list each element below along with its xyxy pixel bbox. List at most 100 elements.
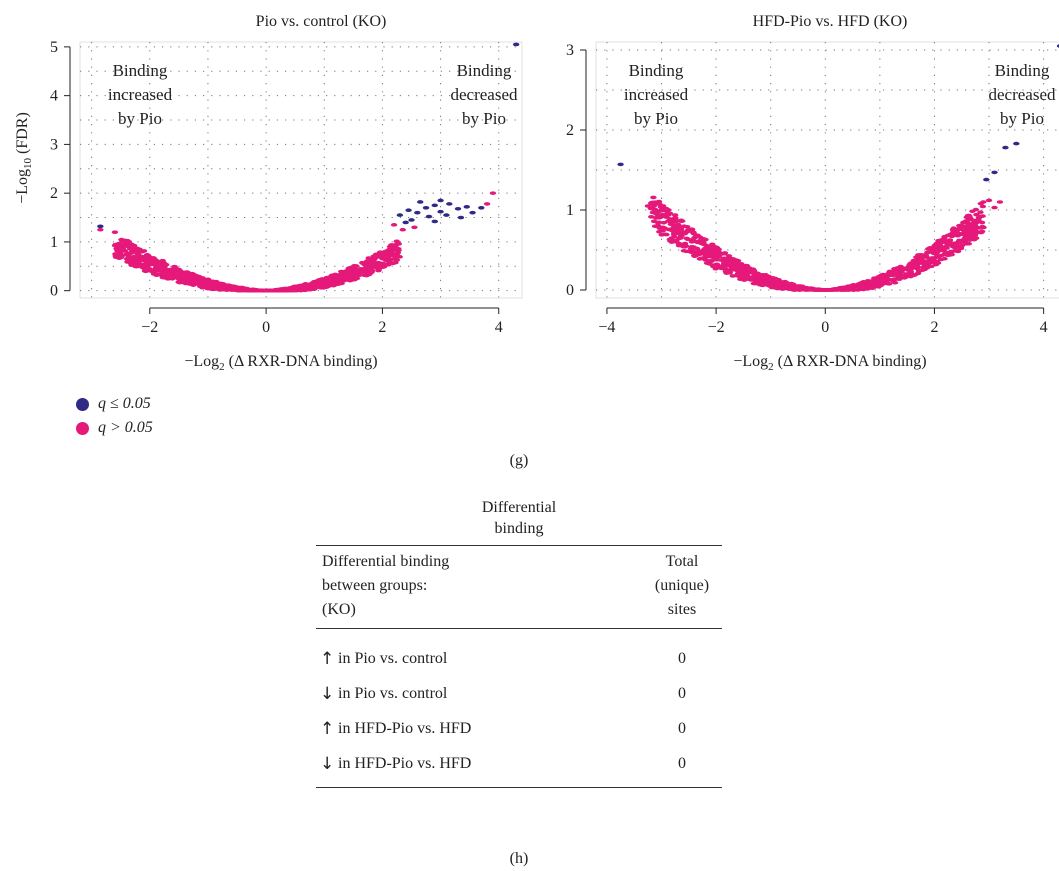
point-q-le-005 [97, 224, 104, 229]
point-q-gt-005 [282, 286, 290, 291]
row-label: in Pio vs. control [338, 649, 448, 667]
y-tick-label: 0 [50, 283, 58, 300]
point-q-gt-005 [173, 275, 180, 280]
point-q-le-005 [425, 214, 433, 219]
point-q-gt-005 [388, 250, 395, 254]
point-q-gt-005 [97, 227, 104, 232]
point-q-gt-005 [262, 288, 270, 293]
grid [595, 41, 1059, 299]
annotation-left: increased [624, 85, 689, 104]
table-row: ↑ in Pio vs. control 0 [316, 641, 722, 676]
point-q-gt-005 [937, 257, 945, 262]
point-q-gt-005 [945, 241, 953, 246]
point-q-gt-005 [156, 262, 164, 267]
point-q-gt-005 [752, 281, 759, 286]
point-q-gt-005 [769, 284, 777, 289]
x-axis-label: −Log2 (Δ RXR-DNA binding) [184, 353, 377, 373]
point-q-gt-005 [138, 254, 145, 259]
point-q-gt-005 [659, 213, 666, 218]
point-q-gt-005 [869, 286, 876, 291]
annotation-right: decreased [450, 85, 518, 104]
header-line: sites [667, 601, 697, 618]
point-q-le-005 [431, 219, 438, 224]
point-q-gt-005 [761, 278, 768, 283]
row-label: in HFD-Pio vs. HFD [338, 754, 472, 772]
point-q-gt-005 [960, 220, 967, 225]
point-q-gt-005 [837, 287, 844, 291]
volcano-plot-hfd-pio-vs-hfd: HFD-Pio vs. HFD (KO) −4 −2 0 2 4 0 1 2 3 Binding… [566, 13, 1059, 373]
point-q-gt-005 [648, 215, 655, 219]
point-q-gt-005 [302, 282, 309, 286]
legend-swatch-significant [76, 397, 89, 411]
point-q-gt-005 [183, 274, 190, 279]
point-q-gt-005 [333, 277, 341, 282]
x-tick-label: 0 [821, 319, 829, 336]
point-q-gt-005 [162, 275, 170, 280]
point-q-gt-005 [760, 283, 767, 287]
header-line: Total [665, 553, 699, 570]
point-q-gt-005 [979, 214, 986, 218]
point-q-gt-005 [148, 260, 155, 265]
point-q-gt-005 [672, 216, 679, 221]
data-points [97, 42, 520, 293]
point-q-gt-005 [948, 233, 956, 238]
point-q-gt-005 [934, 260, 941, 265]
point-q-gt-005 [957, 240, 964, 245]
point-q-gt-005 [975, 218, 982, 222]
point-q-gt-005 [703, 251, 710, 255]
point-q-gt-005 [676, 229, 683, 233]
point-q-gt-005 [748, 270, 755, 275]
point-q-gt-005 [714, 264, 721, 268]
legend-label: q > 0.05 [98, 419, 153, 436]
point-q-gt-005 [863, 281, 871, 285]
point-q-gt-005 [128, 251, 135, 255]
point-q-gt-005 [940, 238, 948, 243]
table-row: ↓ in Pio vs. control 0 [316, 676, 722, 711]
axes: −2 0 2 4 0 1 2 3 4 5 [50, 39, 503, 336]
point-q-gt-005 [683, 236, 690, 241]
annotation-right: decreased [988, 85, 1056, 104]
point-q-gt-005 [696, 257, 704, 261]
point-q-gt-005 [489, 191, 497, 195]
point-q-gt-005 [691, 253, 698, 258]
point-q-gt-005 [310, 281, 317, 286]
annotation-left: Binding [629, 61, 684, 80]
point-q-gt-005 [326, 275, 334, 279]
point-q-gt-005 [663, 212, 671, 216]
point-q-gt-005 [935, 239, 943, 244]
table-body: ↑ in Pio vs. control 0 ↓ in Pio vs. cont… [316, 629, 722, 781]
row-label: in HFD-Pio vs. HFD [338, 719, 472, 737]
point-q-gt-005 [708, 258, 715, 262]
point-q-gt-005 [318, 277, 326, 281]
point-q-gt-005 [216, 288, 223, 292]
point-q-gt-005 [204, 284, 212, 289]
point-q-gt-005 [708, 254, 715, 259]
point-q-le-005 [422, 205, 430, 210]
point-q-gt-005 [996, 200, 1004, 204]
point-q-gt-005 [913, 255, 920, 259]
point-q-gt-005 [165, 268, 172, 273]
point-q-gt-005 [137, 249, 145, 254]
point-q-gt-005 [314, 285, 321, 289]
point-q-gt-005 [933, 245, 940, 249]
point-q-gt-005 [782, 280, 790, 285]
point-q-gt-005 [142, 262, 149, 267]
point-q-gt-005 [728, 265, 736, 270]
header-total: Total (unique) sites [642, 550, 722, 622]
legend-label: q ≤ 0.05 [98, 395, 151, 412]
point-q-gt-005 [370, 254, 377, 259]
caption-line: Differential [481, 499, 557, 516]
point-q-gt-005 [828, 288, 835, 292]
table-header: Differential binding between groups: (KO… [316, 546, 722, 622]
y-tick-label: 0 [566, 282, 574, 299]
point-q-le-005 [991, 170, 998, 175]
y-tick-label: 1 [566, 202, 574, 219]
point-q-gt-005 [913, 263, 921, 268]
header-group: Differential binding between groups: (KO… [316, 550, 582, 622]
differential-binding-table: Differential binding Differential bindin… [316, 497, 722, 788]
point-q-gt-005 [872, 279, 880, 283]
y-tick-label: 3 [50, 136, 58, 153]
annotation-right: Binding [457, 61, 512, 80]
table-bottom-rule [316, 787, 722, 788]
point-q-le-005 [405, 208, 412, 213]
